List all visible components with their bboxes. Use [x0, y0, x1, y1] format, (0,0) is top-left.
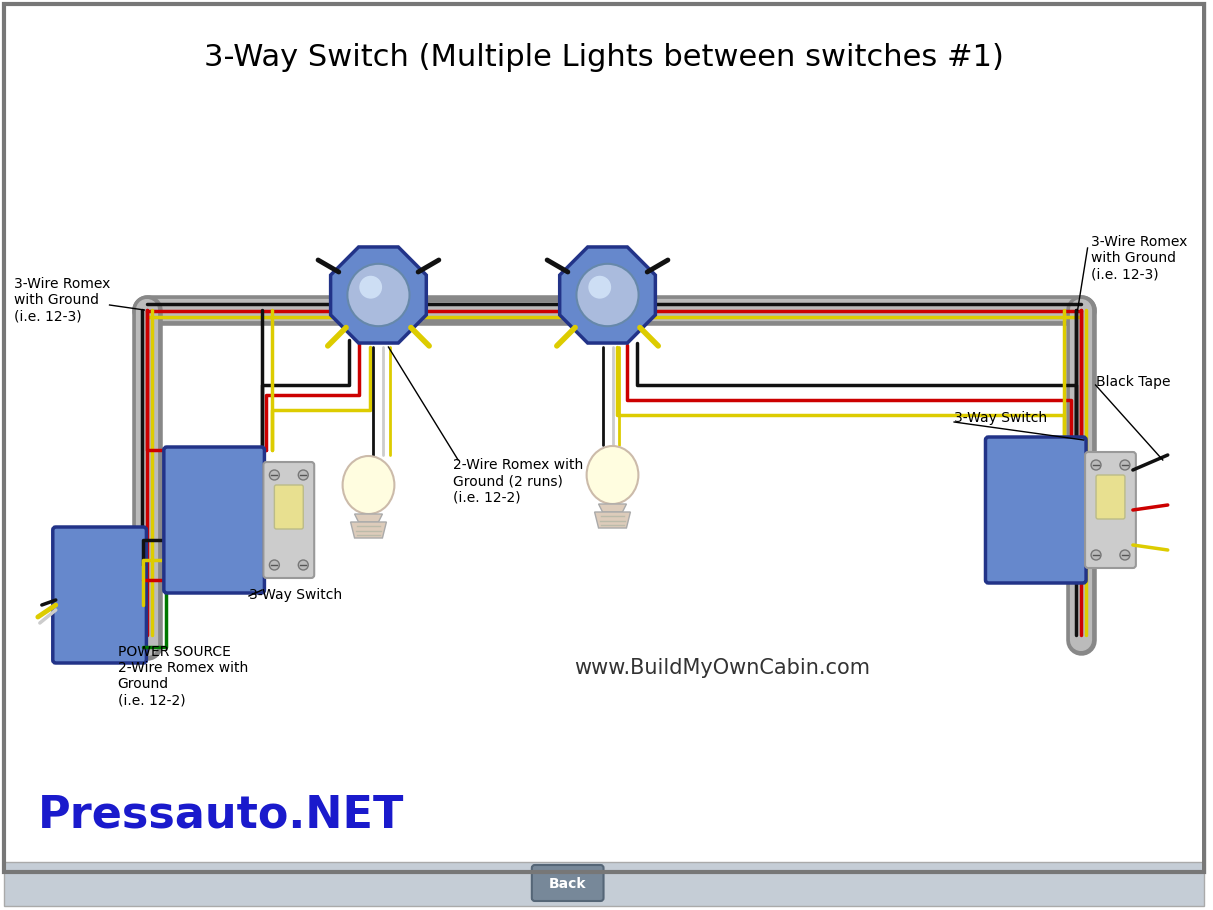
Text: 3-Way Switch: 3-Way Switch — [955, 411, 1047, 425]
Text: POWER SOURCE
2-Wire Romex with
Ground
(i.e. 12-2): POWER SOURCE 2-Wire Romex with Ground (i… — [118, 645, 247, 708]
Text: Black Tape: Black Tape — [1095, 375, 1171, 389]
Circle shape — [347, 264, 410, 326]
Bar — [4, 862, 1205, 906]
Circle shape — [298, 560, 308, 570]
FancyBboxPatch shape — [164, 447, 264, 593]
FancyBboxPatch shape — [53, 527, 147, 663]
Polygon shape — [598, 504, 626, 512]
Circle shape — [269, 470, 279, 480]
Circle shape — [588, 276, 611, 298]
Text: 3-Way Switch: 3-Way Switch — [249, 588, 342, 602]
Polygon shape — [559, 247, 655, 343]
Text: 3-Wire Romex
with Ground
(i.e. 12-3): 3-Wire Romex with Ground (i.e. 12-3) — [1090, 235, 1188, 281]
FancyBboxPatch shape — [531, 865, 604, 901]
Text: Pressauto.NET: Pressauto.NET — [38, 794, 404, 836]
Text: www.BuildMyOwnCabin.com: www.BuildMyOwnCabin.com — [574, 658, 870, 678]
FancyBboxPatch shape — [263, 462, 314, 578]
Circle shape — [1090, 460, 1101, 470]
Circle shape — [269, 560, 279, 570]
Polygon shape — [331, 247, 426, 343]
Circle shape — [1120, 550, 1129, 560]
Polygon shape — [594, 512, 631, 528]
Circle shape — [298, 470, 308, 480]
Text: 2-Wire Romex with
Ground (2 runs)
(i.e. 12-2): 2-Wire Romex with Ground (2 runs) (i.e. … — [454, 458, 583, 504]
Circle shape — [1090, 550, 1101, 560]
FancyBboxPatch shape — [1097, 475, 1124, 519]
Ellipse shape — [342, 456, 394, 514]
FancyBboxPatch shape — [274, 485, 303, 529]
Ellipse shape — [587, 446, 638, 504]
Text: Back: Back — [549, 877, 586, 891]
FancyBboxPatch shape — [1086, 452, 1135, 568]
FancyBboxPatch shape — [985, 437, 1086, 583]
Text: 3-Way Switch (Multiple Lights between switches #1): 3-Way Switch (Multiple Lights between sw… — [204, 44, 1003, 73]
Polygon shape — [354, 514, 382, 522]
Circle shape — [576, 264, 638, 326]
Circle shape — [1120, 460, 1129, 470]
Polygon shape — [351, 522, 387, 538]
Text: 3-Wire Romex
with Ground
(i.e. 12-3): 3-Wire Romex with Ground (i.e. 12-3) — [13, 277, 110, 323]
Circle shape — [359, 276, 382, 298]
